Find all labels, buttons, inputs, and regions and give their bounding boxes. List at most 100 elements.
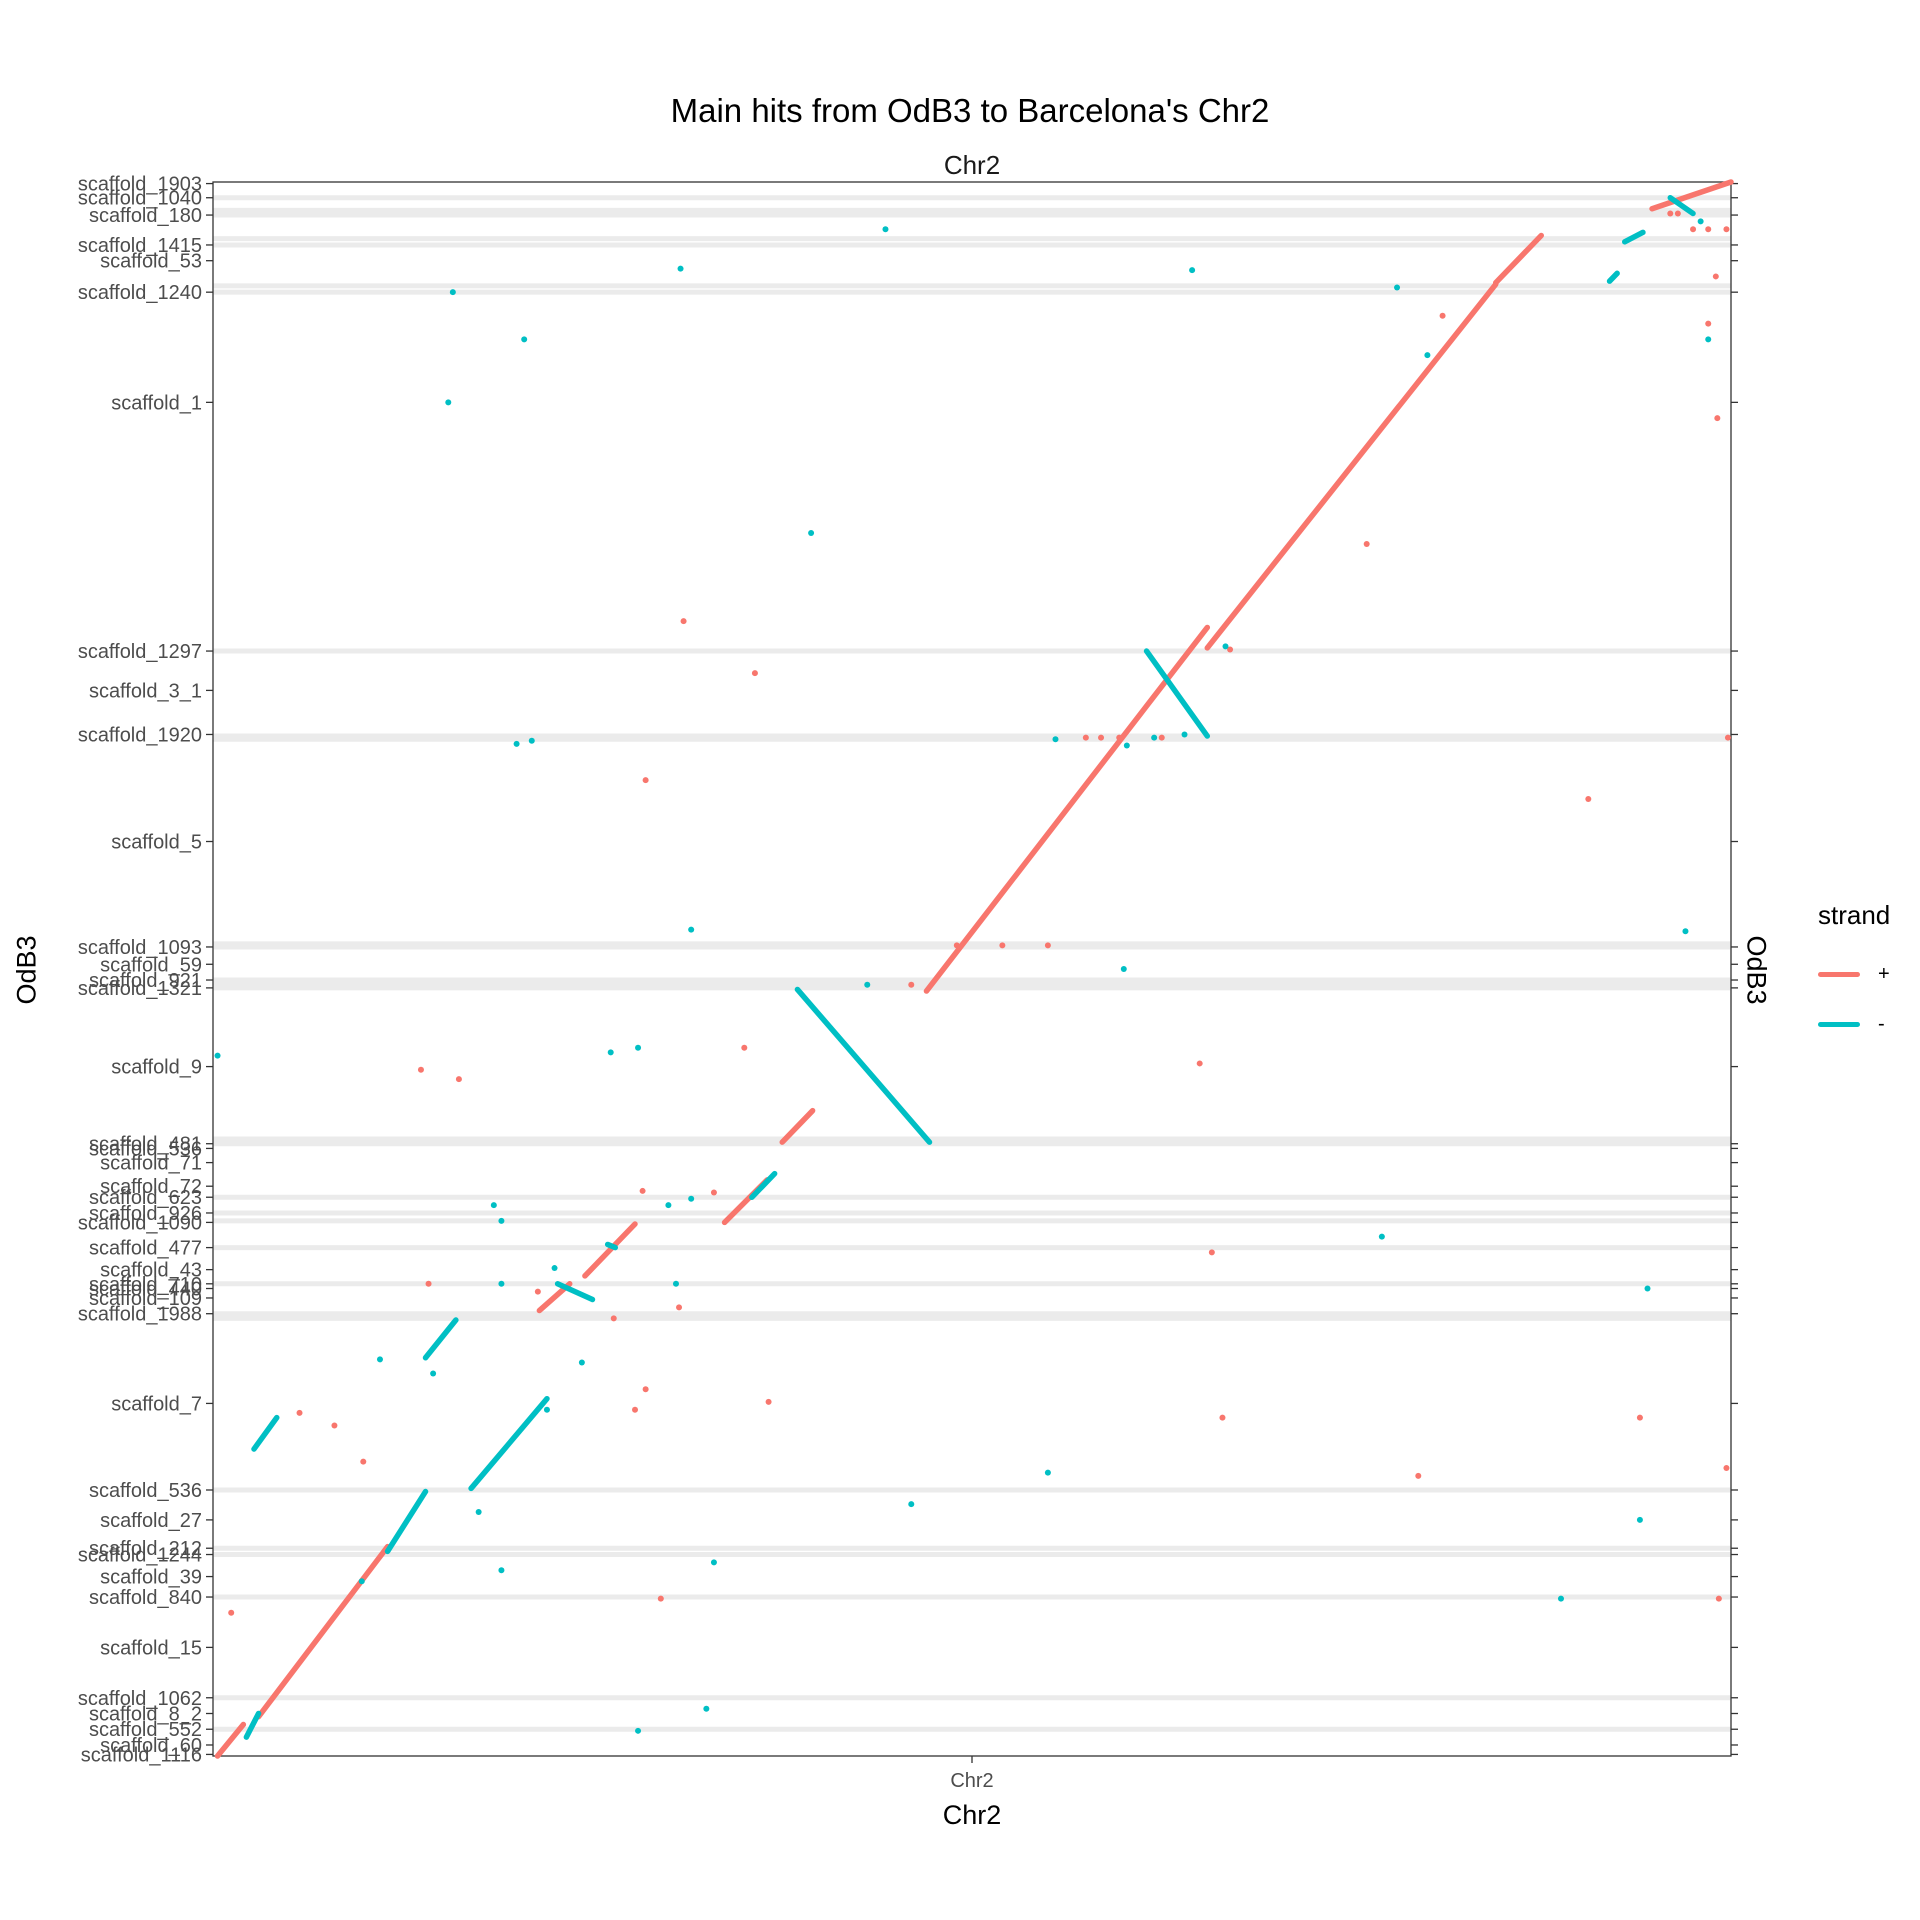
legend: strand + -: [1818, 900, 1890, 1049]
legend-item-minus: -: [1818, 999, 1890, 1049]
hit-segment-plus: [1492, 232, 1544, 286]
hit-point-plus: [1723, 226, 1730, 233]
y-tick-label: scaffold_1297: [78, 641, 202, 663]
y-tick-label: scaffold_440: [89, 1279, 202, 1301]
hit-point-minus: [214, 1052, 221, 1059]
y-axis-ticks: scaffold_1116scaffold_60scaffold_552scaf…: [78, 174, 1738, 1766]
hit-segment-plus: [779, 1107, 816, 1145]
y-tick-label: scaffold_1988: [78, 1304, 202, 1326]
legend-key-minus: [1818, 1021, 1860, 1027]
hit-point-minus: [688, 1195, 695, 1202]
hit-point-plus: [1116, 734, 1123, 741]
facet-strip-label: Chr2: [943, 150, 1001, 180]
hit-point-minus: [672, 1280, 679, 1287]
hit-point-minus: [358, 1578, 365, 1585]
hit-point-minus: [528, 737, 535, 744]
hit-point-minus: [1044, 1469, 1051, 1476]
y-tick-label: scaffold_1903: [78, 174, 202, 196]
hit-point-minus: [475, 1509, 482, 1516]
hit-point-plus: [1723, 1464, 1730, 1471]
hit-point-minus: [1557, 1595, 1564, 1602]
y-tick-label: scaffold_1116: [81, 1744, 202, 1766]
hit-point-plus: [1667, 210, 1674, 217]
hit-point-plus: [908, 981, 915, 988]
y-tick-label: scaffold_1321: [78, 978, 202, 1000]
y-tick-label: scaffold_1062: [78, 1688, 202, 1710]
hit-point-plus: [741, 1044, 748, 1051]
hit-segment-minus: [604, 1241, 619, 1251]
y-tick-label: scaffold_552: [89, 1719, 202, 1741]
hit-point-plus: [1724, 734, 1731, 741]
y-tick-label: scaffold_921: [89, 970, 202, 992]
hit-segment-plus: [214, 1721, 247, 1759]
hit-point-plus: [1158, 734, 1165, 741]
hit-segment-minus: [554, 1281, 596, 1303]
hit-point-minus: [498, 1567, 505, 1574]
y-tick-label: scaffold_71: [100, 1153, 202, 1175]
y-tick-label: scaffold_180: [89, 205, 202, 227]
y-tick-label: scaffold_59: [100, 954, 202, 976]
hit-point-minus: [1644, 1285, 1651, 1292]
hit-point-minus: [1636, 1516, 1643, 1523]
hit-point-minus: [490, 1202, 497, 1209]
hit-point-plus: [953, 942, 960, 949]
hit-point-minus: [521, 336, 528, 343]
hit-segment-plus: [923, 624, 1211, 994]
hit-point-plus: [642, 777, 649, 784]
hit-point-minus: [1394, 284, 1401, 291]
y-tick-label: scaffold_1090: [78, 1212, 202, 1234]
hit-point-minus: [578, 1359, 585, 1366]
y-tick-label: scaffold_9: [111, 1057, 202, 1079]
y-tick-label: scaffold_5: [111, 832, 202, 854]
hit-point-minus: [677, 265, 684, 272]
hit-point-plus: [1196, 1060, 1203, 1067]
hit-point-plus: [639, 1187, 646, 1194]
y-tick-label: scaffold_1040: [78, 188, 202, 210]
y-tick-label: scaffold_536: [89, 1480, 202, 1502]
hit-point-plus: [1712, 273, 1719, 280]
hit-segment-minus: [243, 1710, 262, 1740]
hit-point-plus: [425, 1280, 432, 1287]
hit-point-minus: [445, 399, 452, 406]
hit-point-minus: [551, 1265, 558, 1272]
hit-point-minus: [864, 981, 871, 988]
hit-point-minus: [1151, 734, 1158, 741]
hit-point-plus: [1690, 226, 1697, 233]
series-minus: [214, 194, 1712, 1740]
y-tick-label: scaffold_1415: [78, 235, 202, 257]
hit-point-plus: [676, 1304, 683, 1311]
hit-point-minus: [498, 1217, 505, 1224]
hit-point-plus: [657, 1595, 664, 1602]
hit-point-minus: [665, 1202, 672, 1209]
hit-point-minus: [1697, 218, 1704, 225]
hit-point-plus: [1439, 312, 1446, 319]
hit-point-minus: [882, 226, 889, 233]
legend-label-plus: +: [1878, 962, 1890, 985]
y-tick-label: scaffold_53: [100, 251, 202, 273]
hit-point-plus: [1674, 210, 1681, 217]
hit-point-minus: [908, 1501, 915, 1508]
y-tick-label: scaffold_72: [100, 1176, 202, 1198]
hit-point-plus: [1363, 541, 1370, 548]
hit-point-minus: [498, 1280, 505, 1287]
y-tick-label: scaffold_212: [89, 1538, 202, 1560]
hit-point-minus: [1189, 267, 1196, 274]
hit-point-plus: [751, 670, 758, 677]
x-axis-ticks: Chr2: [950, 1756, 994, 1792]
legend-title: strand: [1818, 900, 1891, 930]
series-plus: [214, 179, 1734, 1759]
legend-key-plus: [1818, 971, 1860, 977]
hit-point-minus: [513, 740, 520, 747]
y-tick-label: scaffold_1244: [78, 1545, 202, 1567]
hit-point-minus: [376, 1356, 383, 1363]
y-tick-label: scaffold_15: [100, 1637, 202, 1659]
hit-point-plus: [360, 1458, 367, 1465]
hit-point-plus: [999, 942, 1006, 949]
y-tick-label: scaffold_27: [100, 1510, 202, 1532]
hit-point-plus: [1082, 734, 1089, 741]
hit-segment-minus: [749, 1170, 778, 1200]
hit-point-plus: [632, 1406, 639, 1413]
y-tick-label: scaffold_536: [89, 1138, 202, 1160]
hit-segment-minus: [468, 1395, 550, 1492]
